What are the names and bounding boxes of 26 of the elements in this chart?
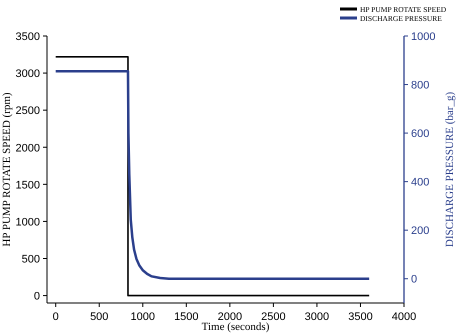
- x-tick-label: 4000: [392, 311, 416, 323]
- y-tick-label: 1000: [16, 216, 40, 228]
- y2-tick-label: 800: [411, 80, 430, 92]
- x-tick-label: 1000: [130, 311, 156, 323]
- x-tick-label: 2000: [218, 311, 242, 323]
- y2-axis-title: DISCHARGE PRESSURE (bar_g): [444, 92, 456, 248]
- x-tick-label: 3000: [304, 311, 330, 323]
- y2-tick-label: 200: [411, 225, 430, 238]
- x-tick-label: 1500: [174, 311, 199, 323]
- y2-tick-label: 400: [411, 176, 430, 189]
- y-tick-label: 500: [22, 254, 40, 266]
- x-tick-label: 2500: [261, 311, 286, 323]
- y-tick-label: 2000: [16, 142, 40, 154]
- y2-tick-label: 600: [411, 128, 430, 140]
- x-tick-label: 500: [90, 311, 108, 323]
- y-tick-label: 3000: [16, 68, 40, 80]
- y2-tick-label: 0: [411, 274, 418, 286]
- y2-tick-label: 1000: [411, 31, 436, 43]
- y-tick-label: 0: [34, 290, 40, 303]
- y-axis-title: HP PUMP ROTATE SPEED (rpm): [1, 92, 13, 247]
- x-tick-label: 0: [52, 311, 59, 323]
- x-tick-label: 3500: [348, 311, 373, 323]
- y-tick-label: 2500: [16, 105, 40, 118]
- x-axis-title: Time (seconds): [202, 321, 270, 333]
- y-tick-label: 1500: [16, 179, 40, 192]
- y-tick-label: 3500: [16, 31, 40, 43]
